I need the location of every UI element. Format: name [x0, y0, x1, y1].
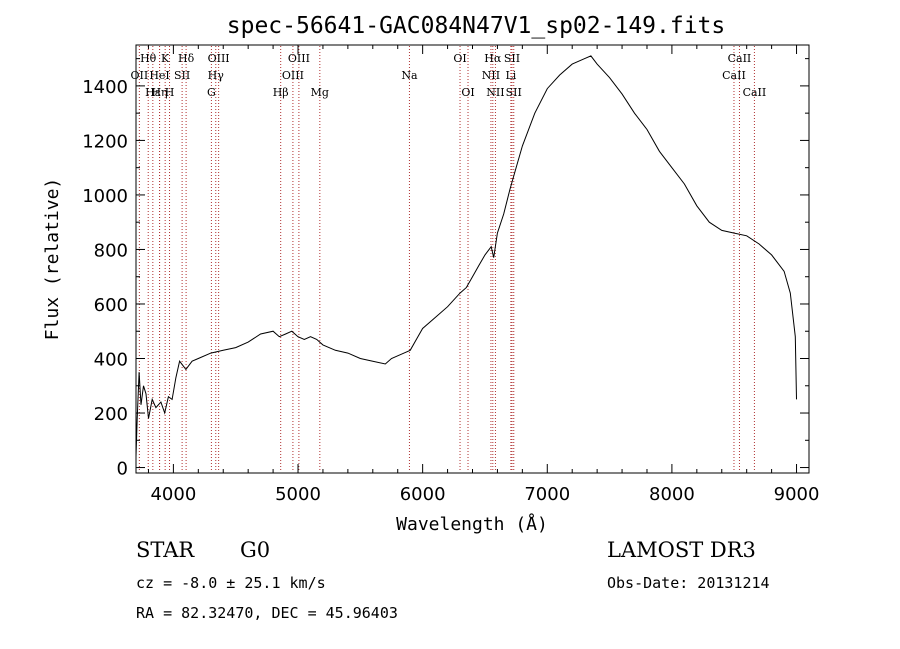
spectral-line-label: Hδ: [178, 52, 195, 65]
spectral-line-label: G: [207, 86, 216, 99]
spectral-line-label: OII: [131, 69, 149, 82]
spectral-line-label: NII: [482, 69, 500, 82]
y-tick-label: 600: [94, 295, 128, 316]
y-axis-label: Flux (relative): [42, 178, 63, 341]
x-tick-label: 8000: [649, 484, 695, 505]
survey-name: LAMOST DR3: [607, 538, 756, 562]
spectral-subclass: G0: [240, 538, 271, 562]
x-tick-label: 7000: [524, 484, 570, 505]
x-axis-ticks: 4000 5000 6000 7000 8000 9000: [147, 45, 820, 505]
spectral-line-label: OIII: [282, 69, 304, 82]
spectral-line-label: SII: [504, 52, 520, 65]
spectral-line-label: OIII: [288, 52, 310, 65]
spectral-line-label: HeI: [149, 69, 169, 82]
spectral-line-label: K: [161, 52, 170, 65]
spectral-line-label: Hβ: [273, 86, 289, 99]
y-tick-label: 0: [117, 459, 128, 480]
spectral-line-label: Hη: [151, 86, 167, 99]
spectral-line-label: CaII: [743, 86, 767, 99]
chart-title: spec-56641-GAC084N47V1_sp02-149.fits: [227, 13, 726, 39]
spectral-line-label: CaII: [722, 69, 746, 82]
observation-date: Obs-Date: 20131214: [607, 574, 770, 592]
y-tick-label: 400: [94, 350, 128, 371]
spectral-line-label: OI: [461, 86, 474, 99]
spectral-line-markers: [138, 46, 755, 472]
x-tick-label: 4000: [150, 484, 196, 505]
spectral-line-label: Na: [401, 69, 418, 82]
spectral-line-label: SII: [506, 86, 522, 99]
flux-series-line: [135, 55, 797, 457]
spectral-line-label: OI: [453, 52, 466, 65]
x-tick-label: 9000: [774, 484, 820, 505]
y-tick-label: 1400: [82, 77, 128, 98]
spectral-line-label: Li: [505, 69, 516, 82]
coordinates-readout: RA = 82.32470, DEC = 45.96403: [136, 604, 398, 622]
spectral-line-label: CaII: [728, 52, 752, 65]
spectral-line-label: Hε: [145, 86, 161, 99]
x-tick-label: 6000: [400, 484, 446, 505]
y-tick-label: 800: [94, 240, 128, 261]
spectral-line-label: Hα: [484, 52, 502, 65]
redshift-readout: cz = -8.0 ± 25.1 km/s: [136, 574, 326, 592]
object-class: STAR: [136, 538, 195, 562]
y-axis-ticks: 0 200 400 600 800 1000 1200 1400: [82, 58, 809, 480]
spectral-line-label: Hθ: [140, 52, 157, 65]
y-tick-label: 1200: [82, 131, 128, 152]
spectral-line-label: SII: [174, 69, 190, 82]
plot-frame: [135, 44, 810, 474]
spectral-line-label: NII: [486, 86, 504, 99]
spectral-line-label: H: [165, 86, 175, 99]
y-tick-label: 200: [94, 404, 128, 425]
spectral-line-label: Hγ: [208, 69, 225, 82]
spectral-line-label: OIII: [208, 52, 230, 65]
x-axis-label: Wavelength (Å): [396, 513, 548, 535]
y-tick-label: 1000: [82, 186, 128, 207]
spectral-line-label: Mg: [311, 86, 329, 99]
x-tick-label: 5000: [275, 484, 321, 505]
